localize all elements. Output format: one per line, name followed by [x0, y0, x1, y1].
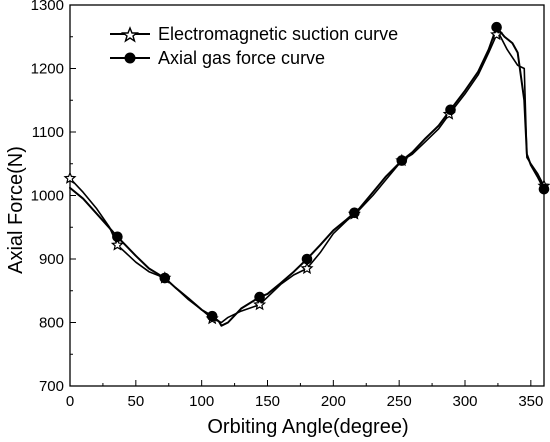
x-tick-label: 250 [387, 393, 412, 410]
circle-marker [491, 21, 502, 33]
y-tick-label: 900 [39, 251, 64, 268]
y-axis-title: Axial Force(N) [5, 146, 27, 274]
marker-group [63, 21, 550, 325]
circle-marker [112, 231, 123, 243]
circle-marker [159, 272, 171, 284]
x-tick-label: 0 [66, 393, 74, 410]
circle-marker [254, 291, 265, 303]
x-tick-label: 200 [321, 393, 346, 410]
star-marker [253, 297, 267, 311]
x-tick-label: 150 [255, 393, 280, 410]
legend-label-electromagnetic: Electromagnetic suction curve [158, 24, 398, 44]
plot-frame-group [69, 4, 545, 387]
legend-circle-marker [124, 52, 136, 64]
series-line-axial-gas [69, 26, 545, 327]
axis-group: 0 50 100 150 200 250 300 350 700 800 900 1000 1100 12… [31, 0, 544, 410]
y-tick-label: 800 [39, 315, 64, 332]
legend-star-marker [120, 26, 140, 43]
x-axis-title: Orbiting Angle(degree) [207, 416, 408, 438]
y-tick-label: 700 [39, 378, 64, 395]
circle-marker [396, 155, 408, 166]
circle-marker [445, 104, 456, 116]
plot-area-frame [69, 4, 545, 387]
y-tick-label: 1200 [31, 61, 64, 78]
y-tick-label: 1300 [31, 0, 64, 14]
circle-marker [301, 253, 313, 265]
star-marker [110, 238, 124, 251]
circle-marker [206, 310, 218, 322]
y-tick-label: 1100 [32, 124, 64, 141]
legend-label-axial-gas: Axial gas force curve [158, 48, 325, 68]
x-tick-label: 50 [127, 393, 144, 410]
legend-group: Electromagnetic suction curve Axial gas … [110, 24, 398, 68]
x-tick-label: 100 [189, 393, 214, 410]
x-tick-label: 300 [452, 393, 477, 410]
star-marker [300, 261, 314, 275]
circle-marker [349, 207, 360, 219]
star-marker [490, 27, 504, 41]
y-tick-label: 1000 [31, 188, 64, 205]
x-tick-label: 350 [518, 393, 543, 410]
star-marker [63, 171, 77, 184]
circle-marker [538, 183, 550, 195]
